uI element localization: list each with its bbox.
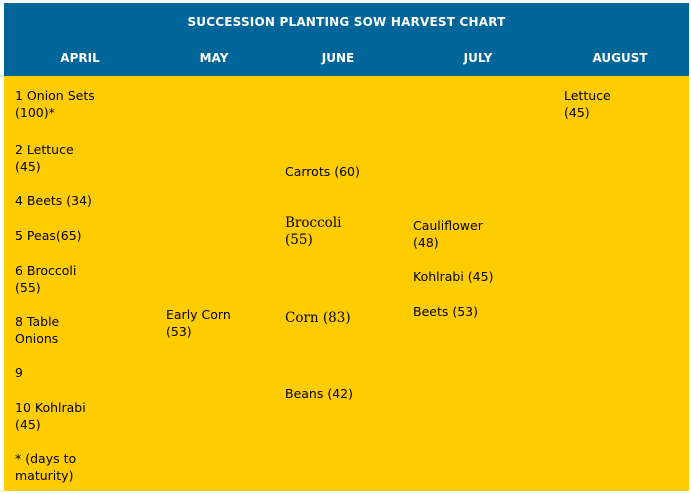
april-entry: 1 Onion Sets (100)*: [15, 88, 95, 120]
planting-chart: SUCCESSION PLANTING SOW HARVEST CHART AP…: [4, 3, 689, 491]
chart-title: SUCCESSION PLANTING SOW HARVEST CHART: [187, 15, 506, 29]
april-entry: 2 Lettuce (45): [15, 142, 74, 174]
may-entry: Early Corn (53): [166, 307, 231, 339]
april-footnote: * (days to maturity): [15, 451, 77, 483]
april-entry: 10 Kohlrabi (45): [15, 400, 86, 432]
column-july: JULY: [463, 51, 493, 65]
column-june: JUNE: [321, 51, 355, 65]
july-entry: Kohlrabi (45): [413, 269, 494, 284]
april-entry: 6 Broccoli (55): [15, 263, 77, 295]
june-entry: Corn (83): [285, 310, 351, 326]
column-april: APRIL: [60, 51, 100, 65]
june-entry: Broccoli (55): [285, 215, 342, 248]
april-entry: 4 Beets (34): [15, 193, 92, 208]
april-entry: 8 Table Onions: [15, 314, 60, 346]
column-may: MAY: [199, 51, 229, 65]
june-entry: Carrots (60): [285, 164, 360, 179]
july-entry: Cauliflower (48): [413, 218, 483, 250]
june-entry: Beans (42): [285, 386, 353, 401]
april-entry: 9: [15, 365, 23, 380]
column-august: AUGUST: [592, 51, 648, 65]
august-entry: Lettuce (45): [564, 88, 611, 120]
april-entry: 5 Peas(65): [15, 228, 82, 243]
july-entry: Beets (53): [413, 304, 479, 319]
chart-header: SUCCESSION PLANTING SOW HARVEST CHART AP…: [4, 3, 689, 76]
